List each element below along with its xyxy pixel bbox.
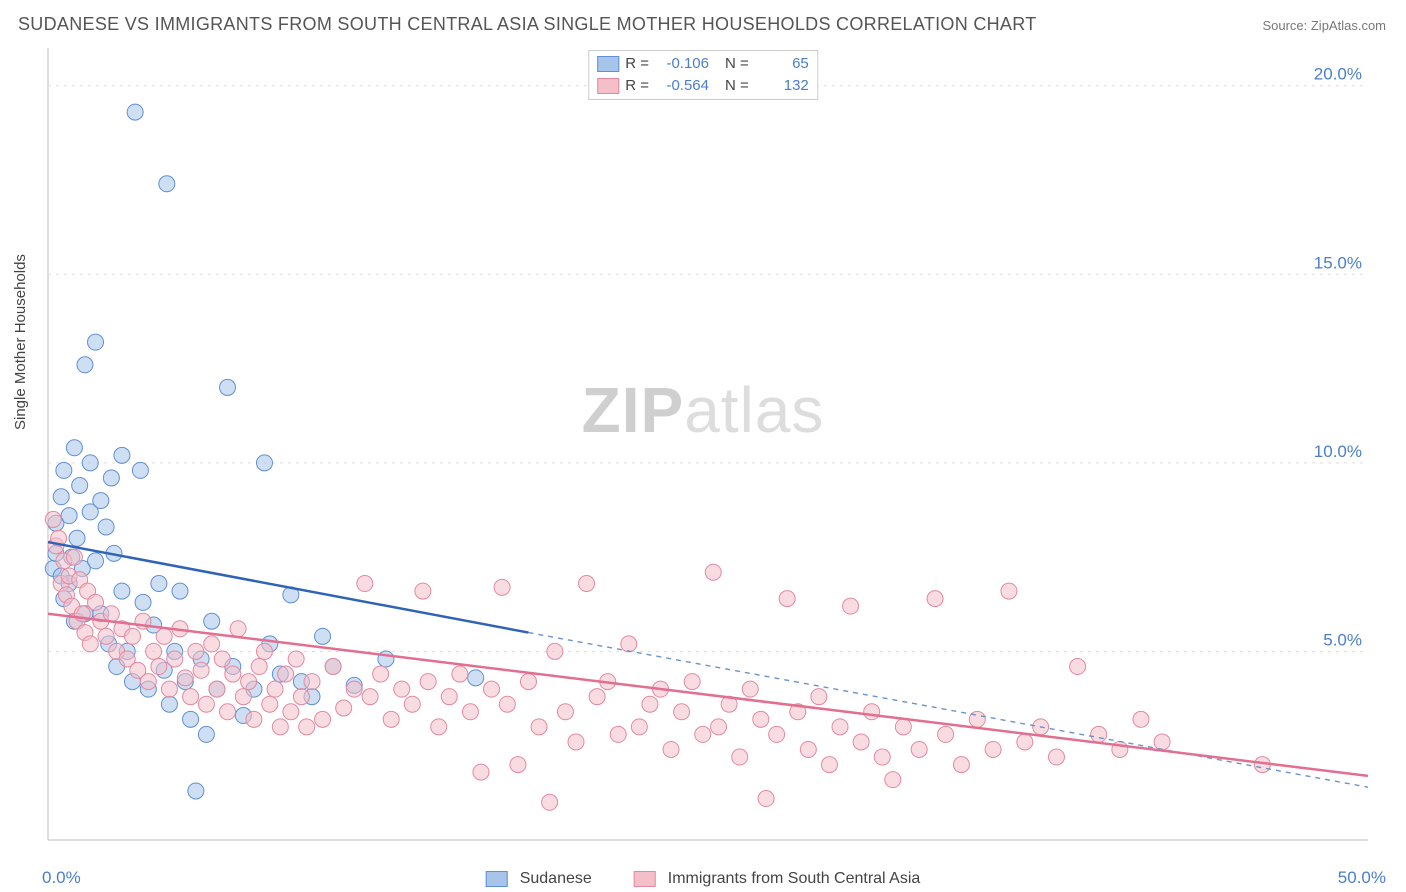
svg-text:5.0%: 5.0% [1323,630,1362,649]
svg-text:10.0%: 10.0% [1314,442,1362,461]
correlation-legend: R =-0.106 N =65 R =-0.564 N =132 [588,50,818,100]
scatter-chart: 5.0% 10.0% 15.0% 20.0% [0,0,1406,892]
legend-bottom-label-2: Immigrants from South Central Asia [668,870,921,888]
legend-row-series-2: R =-0.564 N =132 [597,75,809,97]
x-axis-origin-label: 0.0% [42,868,81,888]
svg-text:15.0%: 15.0% [1314,253,1362,272]
legend-swatch-1 [597,56,619,72]
legend-bottom-swatch-2 [634,871,656,887]
legend-row-series-1: R =-0.106 N =65 [597,53,809,75]
legend-bottom-label-1: Sudanese [520,870,592,888]
legend-swatch-2 [597,78,619,94]
legend-bottom-swatch-1 [486,871,508,887]
svg-text:20.0%: 20.0% [1314,65,1362,84]
series-legend: Sudanese Immigrants from South Central A… [486,870,921,888]
x-axis-max-label: 50.0% [1338,868,1386,888]
